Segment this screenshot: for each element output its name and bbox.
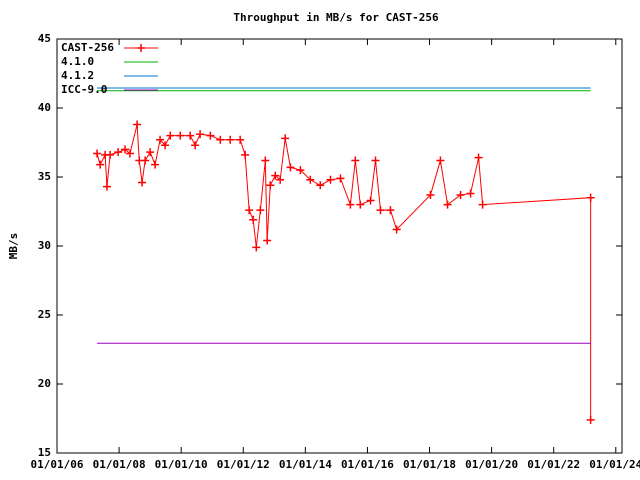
point-marker — [176, 131, 185, 140]
point-marker — [241, 150, 250, 159]
x-tick-label: 01/01/08 — [93, 458, 146, 471]
y-tick-label: 45 — [38, 32, 51, 45]
point-marker — [586, 193, 595, 202]
point-marker — [326, 175, 335, 184]
point-marker — [443, 200, 452, 209]
x-tick-label: 01/01/20 — [465, 458, 518, 471]
point-marker — [376, 206, 385, 215]
x-tick-label: 01/01/24 — [589, 458, 640, 471]
x-tick-label: 01/01/10 — [155, 458, 208, 471]
point-marker — [151, 160, 160, 169]
point-marker — [261, 156, 270, 165]
x-tick-label: 01/01/22 — [527, 458, 580, 471]
point-marker — [245, 206, 254, 215]
point-marker — [371, 156, 380, 165]
point-marker — [346, 200, 355, 209]
point-marker — [426, 190, 435, 199]
point-marker — [351, 156, 360, 165]
point-marker — [586, 415, 595, 424]
y-tick-label: 25 — [38, 308, 51, 321]
point-marker — [196, 130, 205, 139]
point-marker — [96, 160, 105, 169]
point-marker — [133, 120, 142, 129]
x-tick-label: 01/01/12 — [217, 458, 270, 471]
point-marker — [106, 150, 115, 159]
legend-label: ICC-9.0 — [61, 83, 107, 96]
point-marker — [236, 135, 245, 144]
legend-label: 4.1.0 — [61, 55, 94, 68]
legend-marker — [137, 44, 145, 52]
point-marker — [316, 181, 325, 190]
point-marker — [466, 189, 475, 198]
legend-label: CAST-256 — [61, 41, 114, 54]
point-marker — [93, 149, 102, 158]
point-marker — [226, 135, 235, 144]
point-marker — [252, 243, 261, 252]
y-tick-label: 15 — [38, 446, 51, 459]
point-marker — [166, 131, 175, 140]
x-tick-label: 01/01/16 — [341, 458, 394, 471]
point-marker — [191, 141, 200, 150]
y-axis-label: MB/s — [7, 233, 20, 260]
point-marker — [276, 175, 285, 184]
point-marker — [141, 156, 150, 165]
point-marker — [114, 148, 123, 157]
point-marker — [271, 171, 280, 180]
chart-title: Throughput in MB/s for CAST-256 — [233, 11, 439, 24]
y-tick-label: 40 — [38, 101, 51, 114]
x-tick-label: 01/01/14 — [279, 458, 332, 471]
x-tick-label: 01/01/18 — [403, 458, 456, 471]
point-marker — [161, 141, 170, 150]
point-marker — [392, 225, 401, 234]
point-marker — [336, 174, 345, 183]
point-marker — [436, 156, 445, 165]
point-marker — [356, 200, 365, 209]
point-marker — [366, 196, 375, 205]
legend-label: 4.1.2 — [61, 69, 94, 82]
point-marker — [386, 206, 395, 215]
point-marker — [306, 175, 315, 184]
point-marker — [146, 148, 155, 157]
point-marker — [125, 149, 134, 158]
point-marker — [281, 134, 290, 143]
point-marker — [102, 182, 111, 191]
point-marker — [256, 206, 265, 215]
point-marker — [249, 215, 258, 224]
point-marker — [474, 153, 483, 162]
point-marker — [138, 178, 147, 187]
point-marker — [456, 190, 465, 199]
y-tick-label: 30 — [38, 239, 51, 252]
y-tick-label: 20 — [38, 377, 51, 390]
point-marker — [186, 131, 195, 140]
x-tick-label: 01/01/06 — [31, 458, 84, 471]
point-marker — [266, 181, 275, 190]
point-marker — [120, 145, 129, 154]
point-marker — [296, 166, 305, 175]
point-marker — [263, 236, 272, 245]
point-marker — [156, 135, 165, 144]
y-tick-label: 35 — [38, 170, 51, 183]
point-marker — [216, 135, 225, 144]
point-marker — [286, 163, 295, 172]
point-marker — [206, 131, 215, 140]
point-marker — [478, 200, 487, 209]
